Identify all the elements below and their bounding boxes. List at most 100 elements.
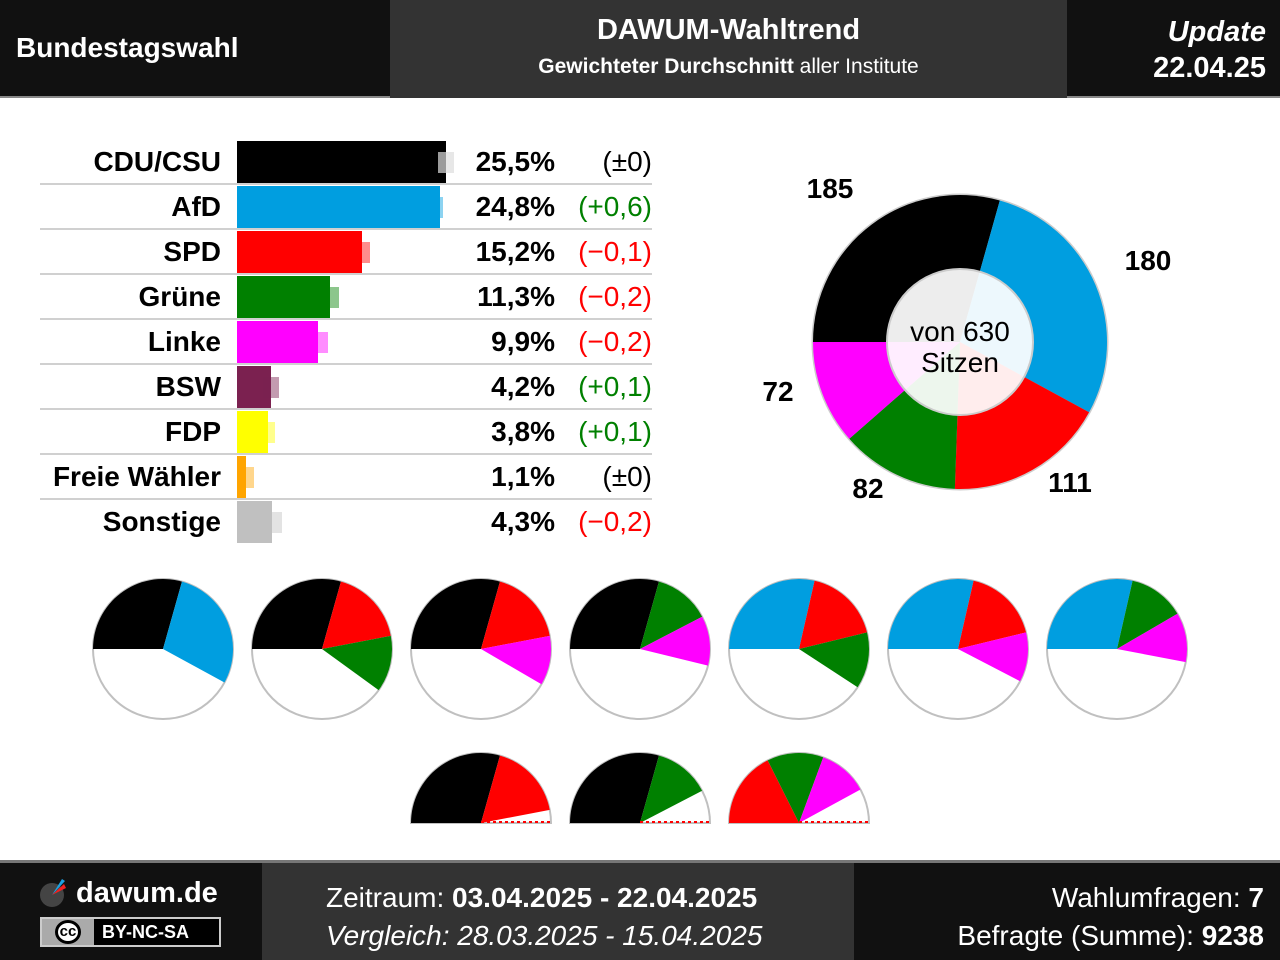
befragte-label: Befragte (Summe): <box>957 920 1202 951</box>
cc-text: cc <box>55 920 81 944</box>
footer-period: Zeitraum: 03.04.2025 - 22.04.2025 Vergle… <box>262 863 854 960</box>
coalition-pie <box>887 578 1029 720</box>
previous-value-marker <box>354 242 371 263</box>
coalition-pie <box>1046 578 1188 720</box>
party-name: Sonstige <box>102 506 221 537</box>
party-change: (±0) <box>602 146 652 177</box>
party-bar <box>237 456 247 498</box>
coalition-slice <box>640 616 710 666</box>
footer-brand: dawum.de cc BY-NC-SA <box>0 863 262 960</box>
previous-value-marker <box>265 512 282 533</box>
center-label: Sitzen <box>921 347 999 378</box>
party-value: 24,8% <box>475 191 555 222</box>
party-name: BSW <box>155 371 221 402</box>
seat-label: 180 <box>1125 245 1172 276</box>
befragte-value: 9238 <box>1201 920 1264 951</box>
subtitle-bold: Gewichteter Durchschnitt <box>538 55 794 78</box>
party-bar <box>237 411 269 453</box>
coalition-slice <box>481 581 550 649</box>
party-row: BSW 4,2% (+0,1) <box>40 365 652 410</box>
subtitle-rest: aller Institute <box>793 55 919 78</box>
party-name: SPD <box>163 236 221 267</box>
coalition-slice <box>729 760 799 823</box>
seat-label: 72 <box>762 376 793 407</box>
cc-icon: cc <box>42 919 94 945</box>
footer: dawum.de cc BY-NC-SA Zeitraum: 03.04.202… <box>0 860 1280 960</box>
coalition-slice <box>570 753 659 823</box>
party-row: FDP 3,8% (+0,1) <box>40 410 652 455</box>
coalition-pie <box>728 578 870 720</box>
license-badge[interactable]: cc BY-NC-SA <box>40 917 221 947</box>
coalition-slice <box>799 632 869 688</box>
party-change: (+0,6) <box>578 191 652 222</box>
coalition-slice <box>767 753 824 823</box>
zeitraum-value: 03.04.2025 - 22.04.2025 <box>452 882 758 913</box>
coalition-slice <box>888 579 974 649</box>
license-text: BY-NC-SA <box>102 921 190 942</box>
party-row: Freie Wähler 1,1% (±0) <box>40 455 652 500</box>
coalition-slice <box>640 755 703 823</box>
party-value: 9,9% <box>491 326 555 357</box>
coalition-slice <box>1117 580 1178 649</box>
previous-value-marker <box>323 287 340 308</box>
header-center: DAWUM-Wahltrend Gewichteter Durchschnitt… <box>390 0 1067 98</box>
update-date: 22.04.25 <box>1153 52 1266 84</box>
seat-label: 111 <box>1048 467 1092 498</box>
seat-label: 185 <box>807 173 854 204</box>
coalition-slice <box>799 580 868 649</box>
party-bar <box>237 141 447 183</box>
coalition-slice <box>729 579 815 649</box>
vergleich-value: 28.03.2025 - 15.04.2025 <box>457 920 763 951</box>
coalition-pie <box>569 578 711 720</box>
coalition-slice <box>570 579 659 649</box>
umfragen-label: Wahlumfragen: <box>1051 882 1249 913</box>
umfragen-value: 7 <box>1248 882 1264 913</box>
party-value: 4,2% <box>491 371 555 402</box>
coalition-slice <box>322 581 391 649</box>
coalition-slice <box>163 581 233 683</box>
party-name: Linke <box>147 326 221 357</box>
party-row: Sonstige 4,3% (−0,2) <box>40 500 652 545</box>
party-change: (+0,1) <box>578 416 652 447</box>
coalition-slice <box>252 579 341 649</box>
coalition-slice <box>799 757 861 823</box>
header: Bundestagswahl DAWUM-Wahltrend Gewichtet… <box>0 0 1280 98</box>
party-value: 4,3% <box>491 506 555 537</box>
party-name: AfD <box>171 191 221 222</box>
previous-value-marker <box>259 422 276 443</box>
party-name: FDP <box>165 416 221 447</box>
election-title: Bundestagswahl <box>16 32 239 63</box>
previous-value-marker <box>427 197 444 218</box>
coalition-pie <box>92 578 234 720</box>
coalition-pie <box>409 752 553 824</box>
coalition-slice <box>411 579 500 649</box>
party-change: (±0) <box>602 461 652 492</box>
chart-title: DAWUM-Wahltrend <box>596 14 861 46</box>
party-value: 3,8% <box>491 416 555 447</box>
seat-label: 82 <box>852 473 883 504</box>
update-info: Update 22.04.25 <box>1153 14 1266 86</box>
party-name: Grüne <box>138 281 221 312</box>
coalition-pie <box>727 752 871 824</box>
previous-value-marker <box>311 332 328 353</box>
party-row: AfD 24,8% (+0,6) <box>40 185 652 230</box>
party-bar <box>237 231 362 273</box>
party-change: (−0,1) <box>578 236 652 267</box>
party-value: 15,2% <box>475 236 555 267</box>
party-bar <box>237 186 441 228</box>
site-link[interactable]: dawum.de <box>76 877 218 909</box>
party-bar <box>237 366 272 408</box>
previous-value-marker <box>438 152 455 173</box>
footer-stats: Wahlumfragen: 7 Befragte (Summe): 9238 <box>957 879 1264 955</box>
dawum-logo-icon <box>40 879 66 907</box>
party-row: Linke 9,9% (−0,2) <box>40 320 652 365</box>
coalition-pie <box>251 578 393 720</box>
party-row: Grüne 11,3% (−0,2) <box>40 275 652 320</box>
party-change: (−0,2) <box>578 506 652 537</box>
party-change: (+0,1) <box>578 371 652 402</box>
party-bar <box>237 276 330 318</box>
coalition-slice <box>958 580 1027 649</box>
coalition-slice <box>958 632 1028 682</box>
party-value: 25,5% <box>475 146 555 177</box>
